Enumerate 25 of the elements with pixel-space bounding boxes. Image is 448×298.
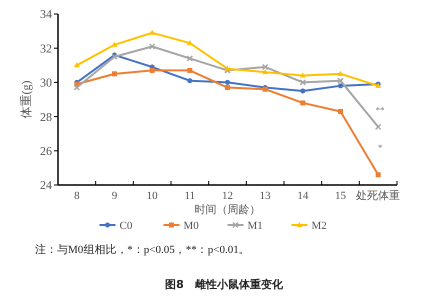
legend-label: M1 bbox=[248, 220, 263, 232]
x-tick-label: 处死体重 bbox=[356, 189, 400, 202]
annotation: * bbox=[378, 142, 383, 153]
y-tick-label: 34 bbox=[40, 7, 52, 22]
text: 注：与M0组相比，*：p<0.05，**：p<0.01。 bbox=[35, 243, 250, 256]
y-tick-label: 26 bbox=[40, 144, 52, 158]
legend-label: C0 bbox=[120, 220, 133, 232]
x-tick-label: 9 bbox=[112, 190, 118, 202]
x-tick-label: 13 bbox=[260, 190, 272, 202]
x-tick-label: 11 bbox=[184, 190, 196, 202]
x-tick-label: 15 bbox=[335, 190, 346, 202]
legend-label: M0 bbox=[184, 220, 200, 232]
y-axis-title: 体重(g) bbox=[19, 80, 33, 118]
annotation: ** bbox=[376, 104, 386, 115]
y-tick-label: 32 bbox=[40, 41, 52, 56]
x-tick-label: 12 bbox=[222, 190, 233, 202]
y-tick-label: 24 bbox=[40, 178, 52, 192]
x-tick-label: 14 bbox=[297, 190, 309, 202]
legend-label: M2 bbox=[312, 220, 327, 232]
x-tick-label: 10 bbox=[146, 190, 158, 202]
text: 图8 雌性小鼠体重变化 bbox=[165, 278, 284, 291]
y-tick-label: 30 bbox=[40, 76, 52, 90]
y-tick-label: 28 bbox=[40, 110, 52, 124]
x-tick-label: 8 bbox=[74, 190, 80, 202]
x-axis-title: 时间（周龄） bbox=[194, 203, 260, 216]
